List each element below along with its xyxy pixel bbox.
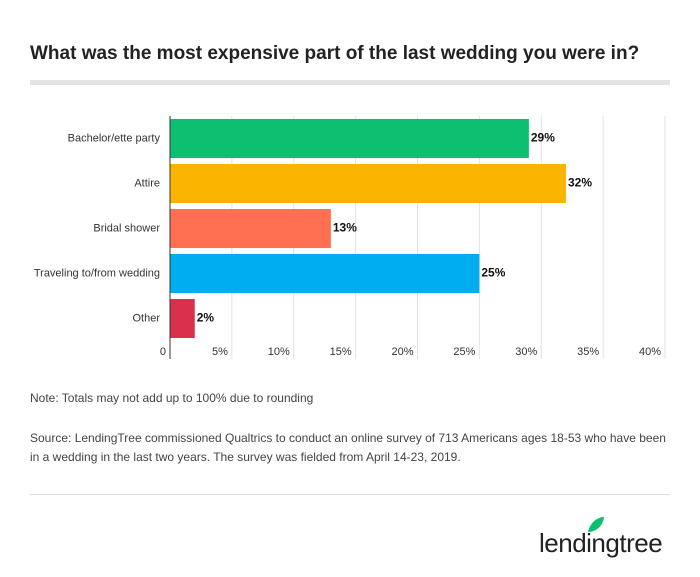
x-tick-label: 40% [639, 346, 661, 358]
y-tick-label: Bachelor/ette party [68, 132, 161, 144]
x-tick-label: 30% [515, 346, 537, 358]
x-tick-label: 5% [212, 346, 228, 358]
x-tick-label: 10% [268, 346, 290, 358]
value-label: 29% [531, 131, 555, 145]
x-tick-label: 0 [160, 346, 166, 358]
value-label: 32% [568, 176, 592, 190]
x-tick-label: 15% [330, 346, 352, 358]
y-tick-label: Bridal shower [93, 222, 160, 234]
title-rule [30, 80, 670, 85]
bar [170, 254, 480, 293]
footer-rule [30, 494, 670, 495]
x-tick-label: 25% [453, 346, 475, 358]
note: Note: Totals may not add up to 100% due … [30, 391, 314, 405]
y-tick-label: Other [132, 312, 160, 324]
logo: lendingtree [539, 528, 663, 558]
bar [170, 209, 331, 248]
value-label: 2% [197, 311, 215, 325]
bar [170, 164, 566, 203]
x-tick-label: 20% [391, 346, 413, 358]
bar [170, 299, 195, 338]
value-label: 25% [481, 266, 505, 280]
bar [170, 119, 529, 158]
value-label: 13% [333, 221, 357, 235]
chart-title: What was the most expensive part of the … [30, 43, 640, 64]
source: Source: LendingTree commissioned Qualtri… [30, 431, 666, 464]
y-tick-label: Traveling to/from wedding [34, 267, 160, 279]
y-tick-label: Attire [134, 177, 160, 189]
x-tick-label: 35% [577, 346, 599, 358]
